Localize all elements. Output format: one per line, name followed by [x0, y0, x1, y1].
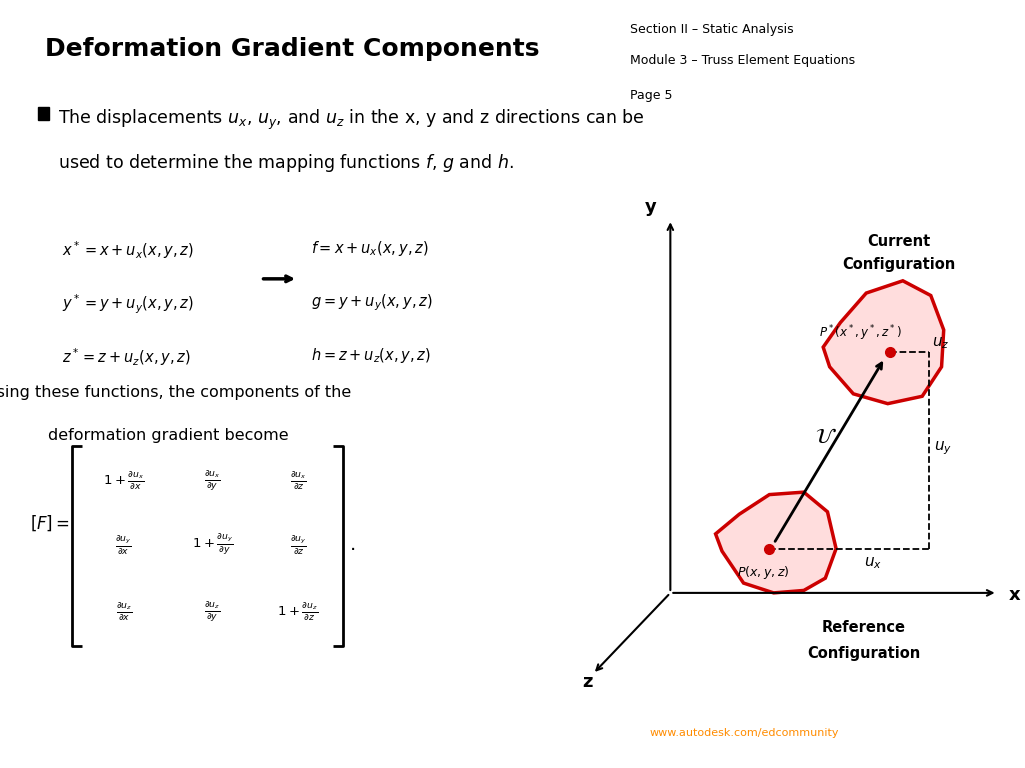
Text: Configuration: Configuration: [842, 257, 955, 273]
Polygon shape: [715, 492, 836, 593]
Text: Current: Current: [867, 234, 930, 250]
Polygon shape: [823, 281, 944, 404]
Bar: [38, 107, 49, 121]
Text: $z^* = z + u_z(x, y, z)$: $z^* = z + u_z(x, y, z)$: [62, 346, 191, 368]
Text: $h = z + u_z(x, y, z)$: $h = z + u_z(x, y, z)$: [311, 346, 430, 365]
Text: $x^* = x + u_x(x, y, z)$: $x^* = x + u_x(x, y, z)$: [62, 240, 194, 261]
Text: Freely licensed for use by educational institutions. Reuse and changes require a: Freely licensed for use by educational i…: [160, 720, 628, 730]
Text: z: z: [582, 674, 592, 691]
Text: Section II – Static Analysis: Section II – Static Analysis: [630, 23, 793, 36]
Text: Page 5: Page 5: [630, 88, 672, 101]
Text: $\frac{\partial u_z}{\partial x}$: $\frac{\partial u_z}{\partial x}$: [116, 601, 132, 623]
Text: $\frac{\partial u_z}{\partial y}$: $\frac{\partial u_z}{\partial y}$: [204, 600, 220, 624]
Text: Reference: Reference: [822, 621, 906, 635]
Text: $u_z$: $u_z$: [932, 335, 949, 351]
Text: © 2011 Autodesk: © 2011 Autodesk: [15, 728, 101, 739]
Text: $P(x, y, z)$: $P(x, y, z)$: [737, 564, 789, 581]
Text: $1+\frac{\partial u_z}{\partial z}$: $1+\frac{\partial u_z}{\partial z}$: [278, 601, 319, 623]
Text: $u_x$: $u_x$: [864, 554, 883, 571]
Text: Deformation Gradient Components: Deformation Gradient Components: [45, 38, 539, 61]
Text: $\frac{\partial u_y}{\partial x}$: $\frac{\partial u_y}{\partial x}$: [116, 533, 132, 557]
Text: $P^*(x^*, y^*, z^*)$: $P^*(x^*, y^*, z^*)$: [819, 323, 902, 343]
Text: Module 3 – Truss Element Equations: Module 3 – Truss Element Equations: [630, 55, 855, 68]
Text: Education Community: Education Community: [875, 745, 998, 755]
Text: www.autodesk.com/edcommunity: www.autodesk.com/edcommunity: [650, 728, 839, 739]
Text: $f = x + u_x(x, y, z)$: $f = x + u_x(x, y, z)$: [311, 240, 428, 259]
Text: $[F]=$: $[F]=$: [31, 514, 70, 533]
Text: $\frac{\partial u_x}{\partial y}$: $\frac{\partial u_x}{\partial y}$: [204, 468, 220, 493]
Text: $u_y$: $u_y$: [934, 439, 952, 457]
Text: $\frac{\partial u_y}{\partial z}$: $\frac{\partial u_y}{\partial z}$: [290, 533, 306, 557]
Text: $1+\frac{\partial u_x}{\partial x}$: $1+\frac{\partial u_x}{\partial x}$: [104, 470, 145, 492]
Text: The displacements $u_x$, $u_y$, and $u_z$ in the x, y and z directions can be: The displacements $u_x$, $u_y$, and $u_z…: [57, 108, 645, 132]
Text: $g = y + u_y(x, y, z)$: $g = y + u_y(x, y, z)$: [311, 293, 433, 313]
Text: y: y: [645, 198, 657, 216]
Text: Autodesk: Autodesk: [875, 712, 993, 732]
Text: $1+\frac{\partial u_y}{\partial y}$: $1+\frac{\partial u_y}{\partial y}$: [192, 532, 233, 558]
Text: $\frac{\partial u_x}{\partial z}$: $\frac{\partial u_x}{\partial z}$: [290, 470, 306, 492]
Text: used to determine the mapping functions $f$, $g$ and $h$.: used to determine the mapping functions …: [57, 152, 514, 174]
Text: Using these functions, the components of the: Using these functions, the components of…: [0, 386, 352, 400]
Text: Configuration: Configuration: [808, 646, 920, 660]
Text: $\mathbf{\mathcal{U}}$: $\mathbf{\mathcal{U}}$: [815, 427, 836, 447]
Text: .: .: [350, 535, 357, 554]
Text: deformation gradient become: deformation gradient become: [48, 428, 288, 442]
Text: $y^* = y + u_y(x, y, z)$: $y^* = y + u_y(x, y, z)$: [62, 293, 194, 316]
Text: x: x: [1009, 586, 1020, 604]
Text: that content has been modified from the original, and must attribute source cont: that content has been modified from the …: [160, 741, 638, 751]
